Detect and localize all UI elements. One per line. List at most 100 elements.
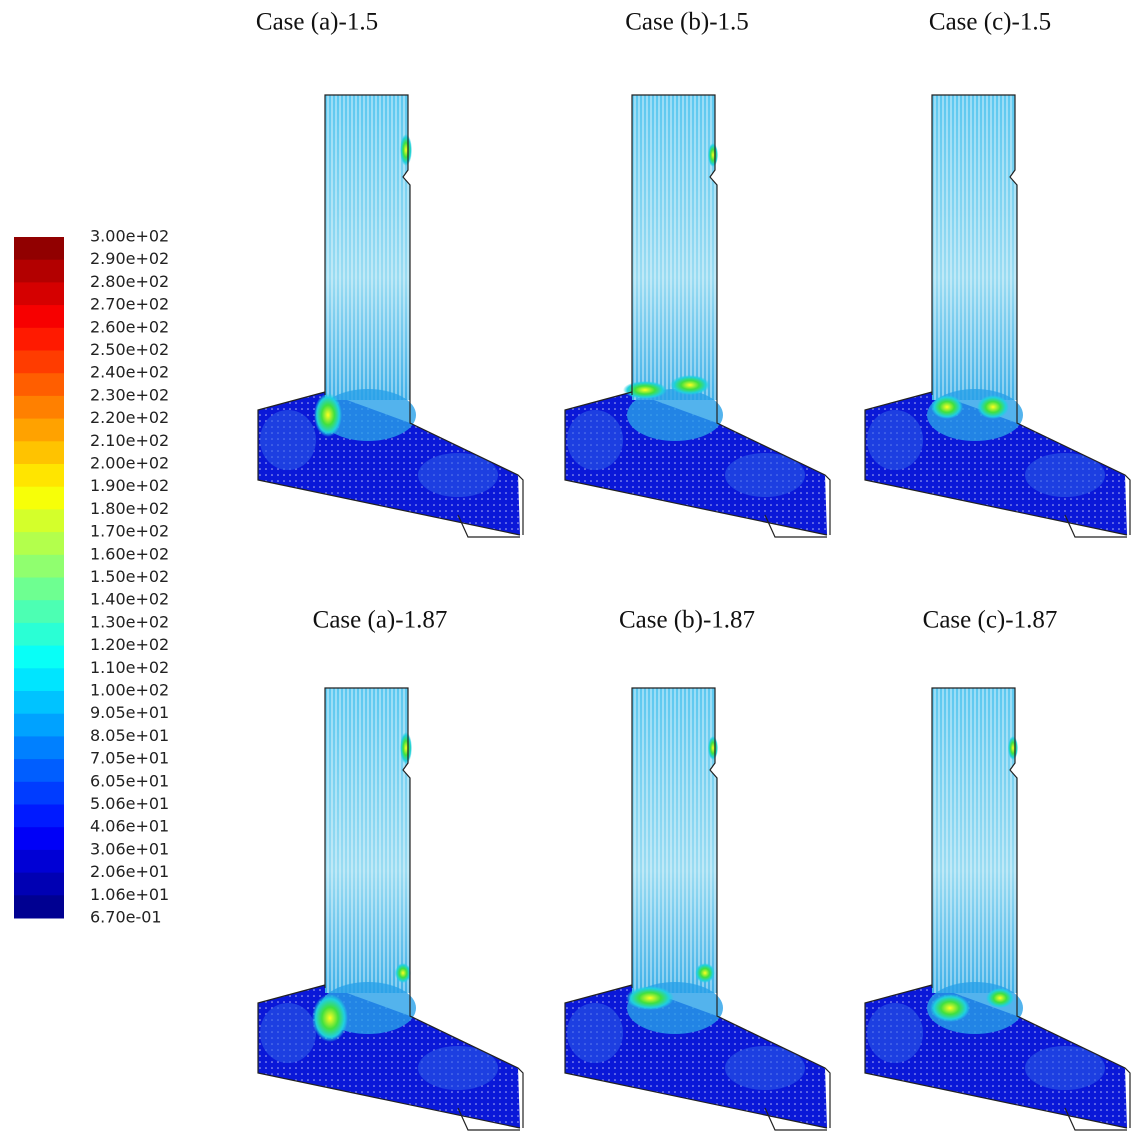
colorbar-swatch (14, 736, 64, 759)
cfd-panel (865, 95, 1130, 537)
cfd-panel (565, 688, 830, 1130)
colorbar-swatch (14, 623, 64, 646)
column-streaks (632, 688, 717, 993)
colorbar-swatch (14, 282, 64, 305)
colorbar-label: 2.30e+02 (90, 385, 169, 404)
colorbar-label: 1.06e+01 (90, 885, 169, 904)
colorbar-swatch (14, 441, 64, 464)
colorbar-label: 2.00e+02 (90, 454, 169, 473)
colorbar-label: 2.40e+02 (90, 363, 169, 382)
colorbar-label: 2.20e+02 (90, 408, 169, 427)
colorbar-swatch (14, 805, 64, 828)
colorbar-label: 1.30e+02 (90, 612, 169, 631)
panel-title: Case (c)-1.5 (929, 9, 1051, 36)
panel-title: Case (b)-1.87 (619, 607, 755, 634)
colorbar-swatch (14, 464, 64, 487)
colorbar-swatch (14, 396, 64, 419)
colorbar-label: 1.20e+02 (90, 635, 169, 654)
hot-spot (314, 393, 342, 437)
column-streaks (632, 95, 717, 400)
colorbar-swatch (14, 668, 64, 691)
colorbar-swatch (14, 373, 64, 396)
hot-spot (931, 395, 963, 419)
colorbar-swatch (14, 578, 64, 601)
column-streaks (932, 95, 1017, 400)
colorbar-swatch (14, 646, 64, 669)
recirculation (867, 410, 923, 470)
colorbar-label: 1.10e+02 (90, 658, 169, 677)
recirculation (567, 410, 623, 470)
colorbar-label: 1.40e+02 (90, 590, 169, 609)
colorbar-swatch (14, 237, 64, 260)
cfd-panel (258, 688, 523, 1130)
colorbar-label: 2.10e+02 (90, 431, 169, 450)
colorbar-label: 6.70e-01 (90, 908, 162, 927)
hot-spot (670, 375, 710, 395)
colorbar-swatch (14, 555, 64, 578)
hot-spot (1008, 736, 1018, 760)
cfd-panel (258, 95, 523, 537)
hot-spot (395, 963, 411, 983)
panel-title: Case (a)-1.87 (313, 607, 448, 634)
colorbar-swatch (14, 509, 64, 532)
hot-spot (400, 732, 412, 764)
colorbar-swatch (14, 419, 64, 442)
hot-spot (400, 134, 412, 166)
column-streaks (932, 688, 1017, 993)
panel-title: Case (b)-1.5 (625, 9, 749, 36)
colorbar-swatch (14, 532, 64, 555)
recirculation (867, 1003, 923, 1063)
hot-spot (977, 395, 1009, 419)
colorbar-label: 1.50e+02 (90, 567, 169, 586)
colorbar-swatch (14, 328, 64, 351)
colorbar-swatch (14, 895, 64, 918)
colorbar-swatch (14, 691, 64, 714)
colorbar-swatch (14, 305, 64, 328)
hot-spot (312, 994, 348, 1042)
colorbar-swatch (14, 351, 64, 374)
colorbar-label: 3.06e+01 (90, 839, 169, 858)
hot-spot (626, 986, 674, 1010)
cfd-panel (865, 688, 1130, 1130)
hot-spot (623, 381, 667, 399)
colorbar-label: 4.06e+01 (90, 817, 169, 836)
colorbar-label: 6.05e+01 (90, 771, 169, 790)
panel-title: Case (a)-1.5 (256, 9, 378, 36)
colorbar-label: 2.80e+02 (90, 272, 169, 291)
figure: 3.00e+02 2.90e+02 2.80e+02 2.70e+02 2.60e+02… (0, 0, 1134, 1134)
hot-spot (708, 143, 718, 167)
colorbar-swatch (14, 759, 64, 782)
hot-spot (986, 988, 1014, 1008)
recirculation (567, 1003, 623, 1063)
colorbar-label: 2.50e+02 (90, 340, 169, 359)
colorbar-label: 1.80e+02 (90, 499, 169, 518)
colorbar-label: 7.05e+01 (90, 749, 169, 768)
panel-title: Case (c)-1.87 (923, 607, 1058, 634)
column-streaks (325, 688, 410, 993)
colorbar-swatch (14, 714, 64, 737)
hot-spot (708, 736, 718, 760)
colorbar-swatch (14, 782, 64, 805)
colorbar-label: 9.05e+01 (90, 703, 169, 722)
colorbar-label: 2.60e+02 (90, 317, 169, 336)
hot-spot (930, 994, 970, 1022)
cfd-panel (565, 95, 830, 537)
colorbar-label: 2.90e+02 (90, 249, 169, 268)
colorbar-label: 1.70e+02 (90, 522, 169, 541)
colorbar-swatch (14, 827, 64, 850)
recirculation (260, 1003, 316, 1063)
colorbar-label: 8.05e+01 (90, 726, 169, 745)
colorbar-label: 3.00e+02 (90, 227, 169, 246)
colorbar-label: 2.70e+02 (90, 295, 169, 314)
colorbar-label: 2.06e+01 (90, 862, 169, 881)
colorbar-swatch (14, 600, 64, 623)
colorbar-swatch (14, 487, 64, 510)
colorbar-swatch (14, 873, 64, 896)
colorbar-swatch (14, 850, 64, 873)
colorbar-label: 1.90e+02 (90, 476, 169, 495)
colorbar-label: 1.60e+02 (90, 544, 169, 563)
column-streaks (325, 95, 410, 400)
colorbar-label: 1.00e+02 (90, 681, 169, 700)
recirculation (260, 410, 316, 470)
colorbar-swatch (14, 260, 64, 283)
